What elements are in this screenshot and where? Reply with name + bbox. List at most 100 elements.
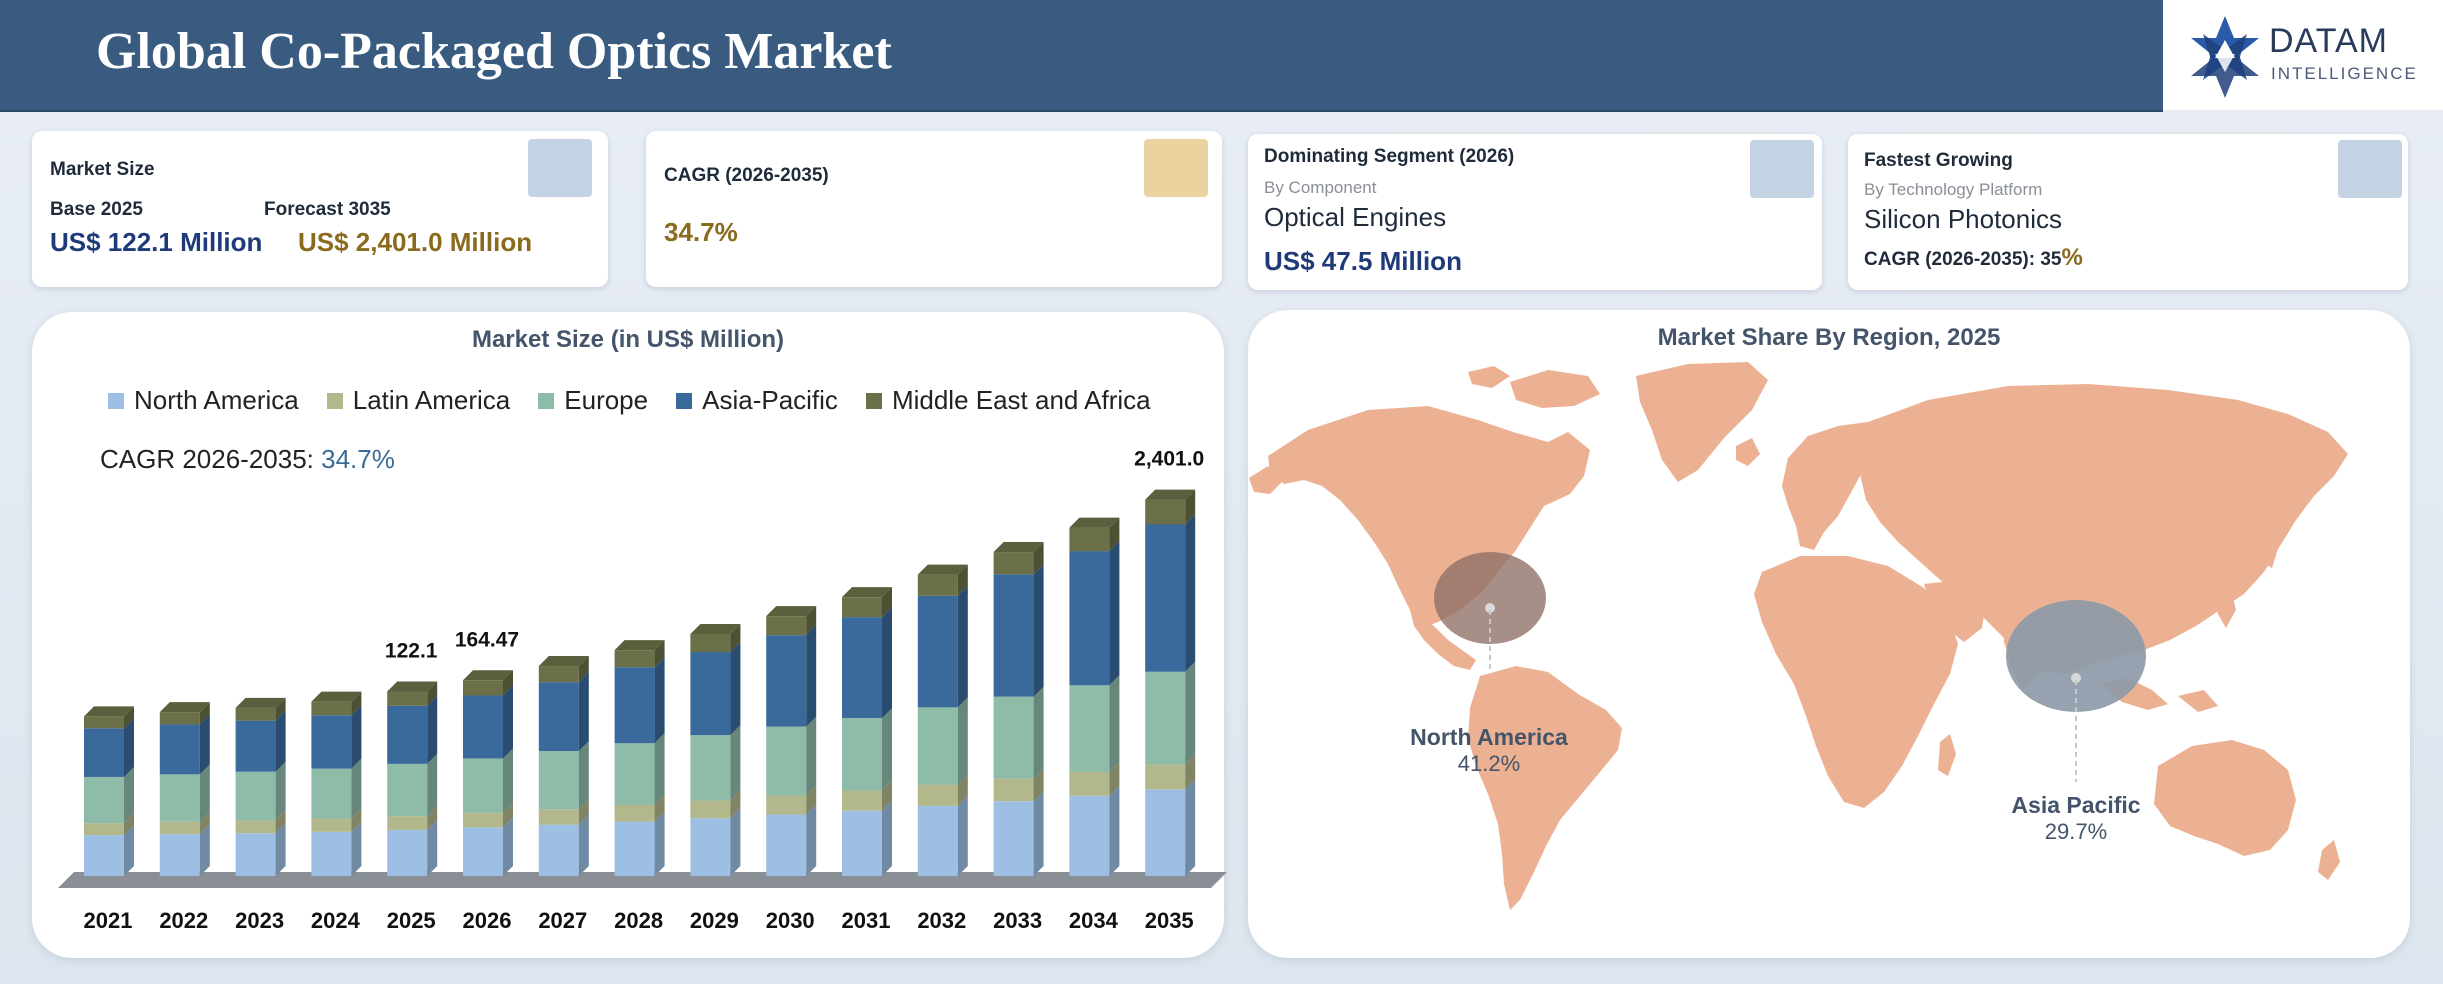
bar-segment-top <box>917 564 968 575</box>
bar-segment <box>993 696 1034 779</box>
fastest-label: Fastest Growing <box>1864 150 2013 171</box>
market-size-swatch <box>528 139 592 197</box>
asia-pacific-bubble <box>2006 600 2146 712</box>
bar-segment-side <box>1033 791 1044 876</box>
bar-segment-side <box>654 811 665 876</box>
bar-segment-side <box>199 764 210 822</box>
market-size-card: Market Size Base 2025 Forecast 3035 US$ … <box>32 131 608 287</box>
bar-segment-side <box>882 708 892 791</box>
dominating-name: Optical Engines <box>1264 202 1447 232</box>
chart-legend: North America Latin America Europe Asia-… <box>108 385 1151 416</box>
bar-segment <box>1145 789 1186 876</box>
legend-label: Latin America <box>352 385 511 415</box>
bar-segment <box>538 809 579 825</box>
cagr-value: 34.7% <box>664 217 738 247</box>
bar-segment-side <box>1109 761 1120 796</box>
bar-segment <box>159 774 200 822</box>
bar-segment-side <box>730 623 741 653</box>
bar-segment-side <box>654 733 665 805</box>
map-label-north-america: North America 41.2% <box>1396 724 1582 777</box>
fastest-cagr-text: CAGR (2026-2035): 35 <box>1864 249 2062 270</box>
data-label: 2,401.0 <box>1134 448 1204 471</box>
bar-segment <box>993 778 1034 802</box>
header-bar: Global Co-Packaged Optics Market <box>0 0 2163 112</box>
bar-segment <box>842 810 882 876</box>
bar-segment-side <box>427 695 438 764</box>
bar-segment-side <box>578 741 589 810</box>
bar-segment-side <box>124 706 134 729</box>
legend-swatch <box>538 392 555 409</box>
bar-segment-side <box>957 564 968 596</box>
star-logo-icon <box>2191 16 2259 98</box>
bar-segment <box>614 804 655 822</box>
bar-segment <box>842 597 882 618</box>
bar-segment <box>159 821 200 835</box>
map-title: Market Share By Region, 2025 <box>1657 324 2001 351</box>
bar-segment-side <box>427 681 438 706</box>
bar-segment-side <box>503 817 513 876</box>
bar-segment <box>387 816 428 830</box>
bar-segment <box>463 695 503 759</box>
bar-segment-top <box>993 542 1044 553</box>
bar-segment-side <box>806 606 817 636</box>
legend-swatch <box>676 392 693 409</box>
bar-segment-side <box>199 811 210 835</box>
dominating-value: US$ 47.5 Million <box>1264 246 1462 276</box>
x-tick-label: 2026 <box>463 908 512 933</box>
bar-segment-top <box>690 623 741 634</box>
bar-segment <box>1145 671 1186 765</box>
world-map-landmass <box>1249 362 2348 910</box>
legend-item-mea: Middle East and Africa <box>865 385 1151 416</box>
bar-segment <box>84 728 124 777</box>
x-tick-label: 2031 <box>842 908 891 933</box>
bar-segment-side <box>957 585 968 708</box>
bar-segment-side <box>654 657 665 744</box>
fastest-growing-card: Fastest Growing By Technology Platform S… <box>1848 134 2408 290</box>
bar-segment <box>235 720 276 772</box>
bar-segment <box>538 824 579 876</box>
page-title: Global Co-Packaged Optics Market <box>96 23 892 80</box>
bar-segment-top <box>84 706 134 717</box>
bar-segment-side <box>806 785 817 815</box>
bar-segment <box>690 633 731 653</box>
legend-swatch <box>108 392 124 409</box>
bar-segment-side <box>1185 514 1196 672</box>
bar-segment-top <box>463 670 513 681</box>
bar-segment <box>917 784 958 806</box>
region-share: 29.7% <box>2044 819 2108 844</box>
dominating-segment-card: Dominating Segment (2026) By Component O… <box>1248 134 1822 290</box>
map-label-asia-pacific: Asia Pacific 29.7% <box>1988 792 2164 845</box>
x-tick-label: 2030 <box>766 908 815 933</box>
bar-segment-side <box>427 806 438 830</box>
bar-segment-side <box>1185 754 1196 790</box>
bar-segment <box>387 705 428 764</box>
bar-segment-side <box>1109 541 1120 686</box>
x-tick-label: 2025 <box>387 908 436 933</box>
bar-segment <box>993 801 1034 876</box>
bar-segment-side <box>275 697 286 721</box>
bar-segment-top <box>235 697 286 708</box>
legend-swatch <box>326 392 343 409</box>
bar-segment-side <box>578 656 589 683</box>
bar-segment-side <box>578 672 589 752</box>
base-year-label: Base 2025 <box>50 199 143 220</box>
bar-segment-side <box>882 587 892 618</box>
bar-segment <box>311 768 352 819</box>
bar-segment <box>917 805 958 876</box>
bar-segment-side <box>1185 779 1196 876</box>
market-size-label: Market Size <box>50 159 155 180</box>
bar-segment-side <box>351 808 362 832</box>
bar-segment <box>463 827 503 876</box>
x-tick-label: 2028 <box>614 908 663 933</box>
legend-label: Europe <box>564 385 649 415</box>
x-tick-label: 2033 <box>993 908 1042 933</box>
bar-segment <box>1069 551 1110 686</box>
x-tick-label: 2032 <box>917 908 966 933</box>
bar-segment <box>235 833 276 876</box>
bar-segment <box>84 835 124 876</box>
bar-segment <box>1069 527 1110 552</box>
bar-segment <box>311 818 352 832</box>
bar-segment <box>311 831 352 876</box>
data-label: 122.1 <box>385 639 438 662</box>
bar-segment <box>993 552 1034 575</box>
